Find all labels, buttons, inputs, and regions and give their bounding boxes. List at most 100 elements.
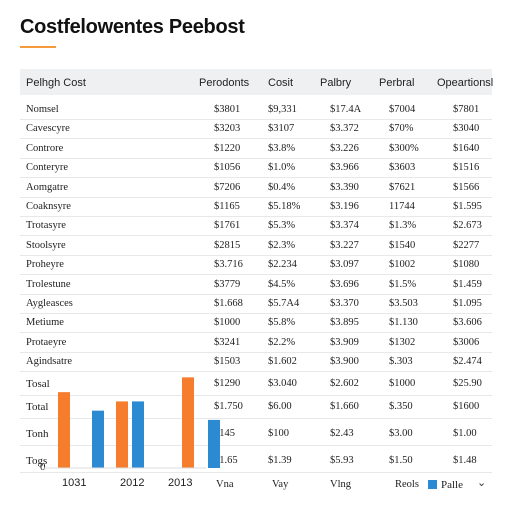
bar-series-0-1031	[58, 392, 70, 468]
y-axis-zero-label: 0	[40, 461, 46, 473]
table-cell: $3.226	[330, 142, 359, 154]
table-cell: $3801	[214, 104, 241, 115]
total-cell: $1.65	[214, 455, 238, 466]
table-cell: $3.227	[330, 239, 359, 251]
table-cell: $5.3%	[268, 220, 296, 232]
total-cell: $2.602	[330, 378, 359, 389]
table-cell: $4.5%	[268, 278, 296, 290]
table-cell: $1056	[214, 162, 241, 174]
total-cell: $100	[268, 428, 289, 439]
bar-series-1-2012	[132, 401, 144, 468]
table-cell: $1.668	[214, 298, 243, 309]
chevron-down-icon[interactable]: ⌄	[477, 477, 487, 489]
table-cell: $3.196	[330, 201, 359, 212]
row-divider	[20, 293, 492, 295]
row-divider	[20, 313, 492, 314]
x-tick-label: 2012	[120, 477, 144, 489]
row-label: Protaeyre	[26, 336, 67, 348]
row-label: Stoolsyre	[26, 239, 66, 251]
table-cell: $5.18%	[268, 201, 301, 212]
bar-series-1-2013	[208, 419, 220, 468]
table-cell: $7004	[389, 104, 416, 115]
column-header-perbral: Perbral	[379, 77, 415, 89]
table-cell: $.303	[389, 356, 413, 368]
total-cell: $1.48	[453, 455, 477, 466]
total-cell: $3.00	[389, 428, 413, 439]
table-cell: $5.7A4	[268, 298, 300, 309]
row-divider	[20, 418, 492, 419]
table-cell: $3107	[268, 123, 295, 135]
row-divider	[20, 254, 492, 256]
total-cell: $2.43	[330, 428, 354, 439]
table-cell: $3.696	[330, 278, 359, 290]
bar-series-0-2013	[182, 377, 194, 468]
table-cell: $1220	[214, 142, 241, 154]
page-title: Costfelowentes Peebost	[20, 16, 245, 38]
table-cell: $1.130	[389, 317, 418, 329]
table-cell: $3040	[453, 123, 480, 135]
row-label: Cavescyre	[26, 123, 70, 135]
total-cell: $145	[214, 428, 235, 439]
table-cell: $3.900	[330, 356, 359, 368]
total-cell: $3.040	[268, 378, 297, 389]
row-label: Aygleasces	[26, 298, 73, 309]
bar-chart: 1031 2012 2013	[44, 377, 220, 489]
footer-label: Vlng	[330, 479, 351, 490]
table-cell: $1.095	[453, 298, 482, 309]
table-cell: $1.3%	[389, 220, 417, 232]
row-divider	[20, 274, 492, 276]
table-cell: $1302	[389, 336, 416, 348]
table-cell: $70%	[389, 123, 414, 135]
total-cell: $1600	[453, 401, 480, 412]
x-tick-label: 2013	[168, 477, 192, 489]
row-divider	[20, 371, 492, 373]
table-cell: $3.390	[330, 181, 359, 193]
bar-series-0-2012	[116, 401, 128, 468]
title-accent-rule	[20, 46, 56, 48]
footer-label: Vna	[216, 479, 234, 490]
table-cell: $7206	[214, 181, 241, 193]
table-cell: $1566	[453, 181, 480, 193]
row-divider	[20, 472, 492, 473]
table-cell: $2.2%	[268, 336, 296, 348]
table-cell: $3779	[214, 278, 241, 290]
table-cell: $1.602	[268, 356, 297, 368]
row-label: Nomsel	[26, 104, 59, 115]
row-divider	[20, 351, 492, 353]
table-cell: $5.8%	[268, 317, 296, 329]
table-cell: $17.4A	[330, 104, 362, 115]
row-label: Coaknsyre	[26, 201, 71, 212]
row-divider	[20, 196, 492, 198]
table-cell: $1516	[453, 162, 480, 174]
total-cell: $1.50	[389, 455, 413, 466]
table-cell: $7621	[389, 181, 416, 193]
row-label: Proheyre	[26, 259, 64, 271]
total-row-label: Tosal	[26, 378, 50, 390]
row-divider	[20, 235, 492, 237]
column-header-palbry: Palbry	[320, 77, 352, 89]
total-cell: $5.93	[330, 455, 354, 466]
table-cell: $1165	[214, 201, 240, 212]
table-cell: $1.0%	[268, 162, 296, 174]
table-cell: $2.673	[453, 220, 482, 232]
total-cell: $1290	[214, 378, 241, 389]
total-cell: $1000	[389, 378, 416, 389]
row-divider	[20, 332, 492, 334]
table-cell: $1000	[214, 317, 241, 329]
table-header-band	[20, 69, 492, 95]
total-cell: $6.00	[268, 401, 292, 412]
row-divider	[20, 395, 492, 396]
row-divider	[20, 445, 492, 446]
table-cell: $7801	[453, 104, 480, 115]
table-cell: $300%	[389, 142, 419, 154]
row-label: Aomgatre	[26, 181, 68, 193]
table-cell: $3.370	[330, 298, 359, 309]
total-cell: $1.39	[268, 455, 292, 466]
row-divider	[20, 157, 492, 159]
column-header-perodonts: Perodonts	[199, 77, 250, 89]
table-cell: $3.966	[330, 162, 359, 174]
table-cell: $2.3%	[268, 239, 296, 251]
table-cell: $2.474	[453, 356, 482, 368]
row-label: Metiume	[26, 317, 64, 329]
row-label: Controre	[26, 142, 64, 154]
